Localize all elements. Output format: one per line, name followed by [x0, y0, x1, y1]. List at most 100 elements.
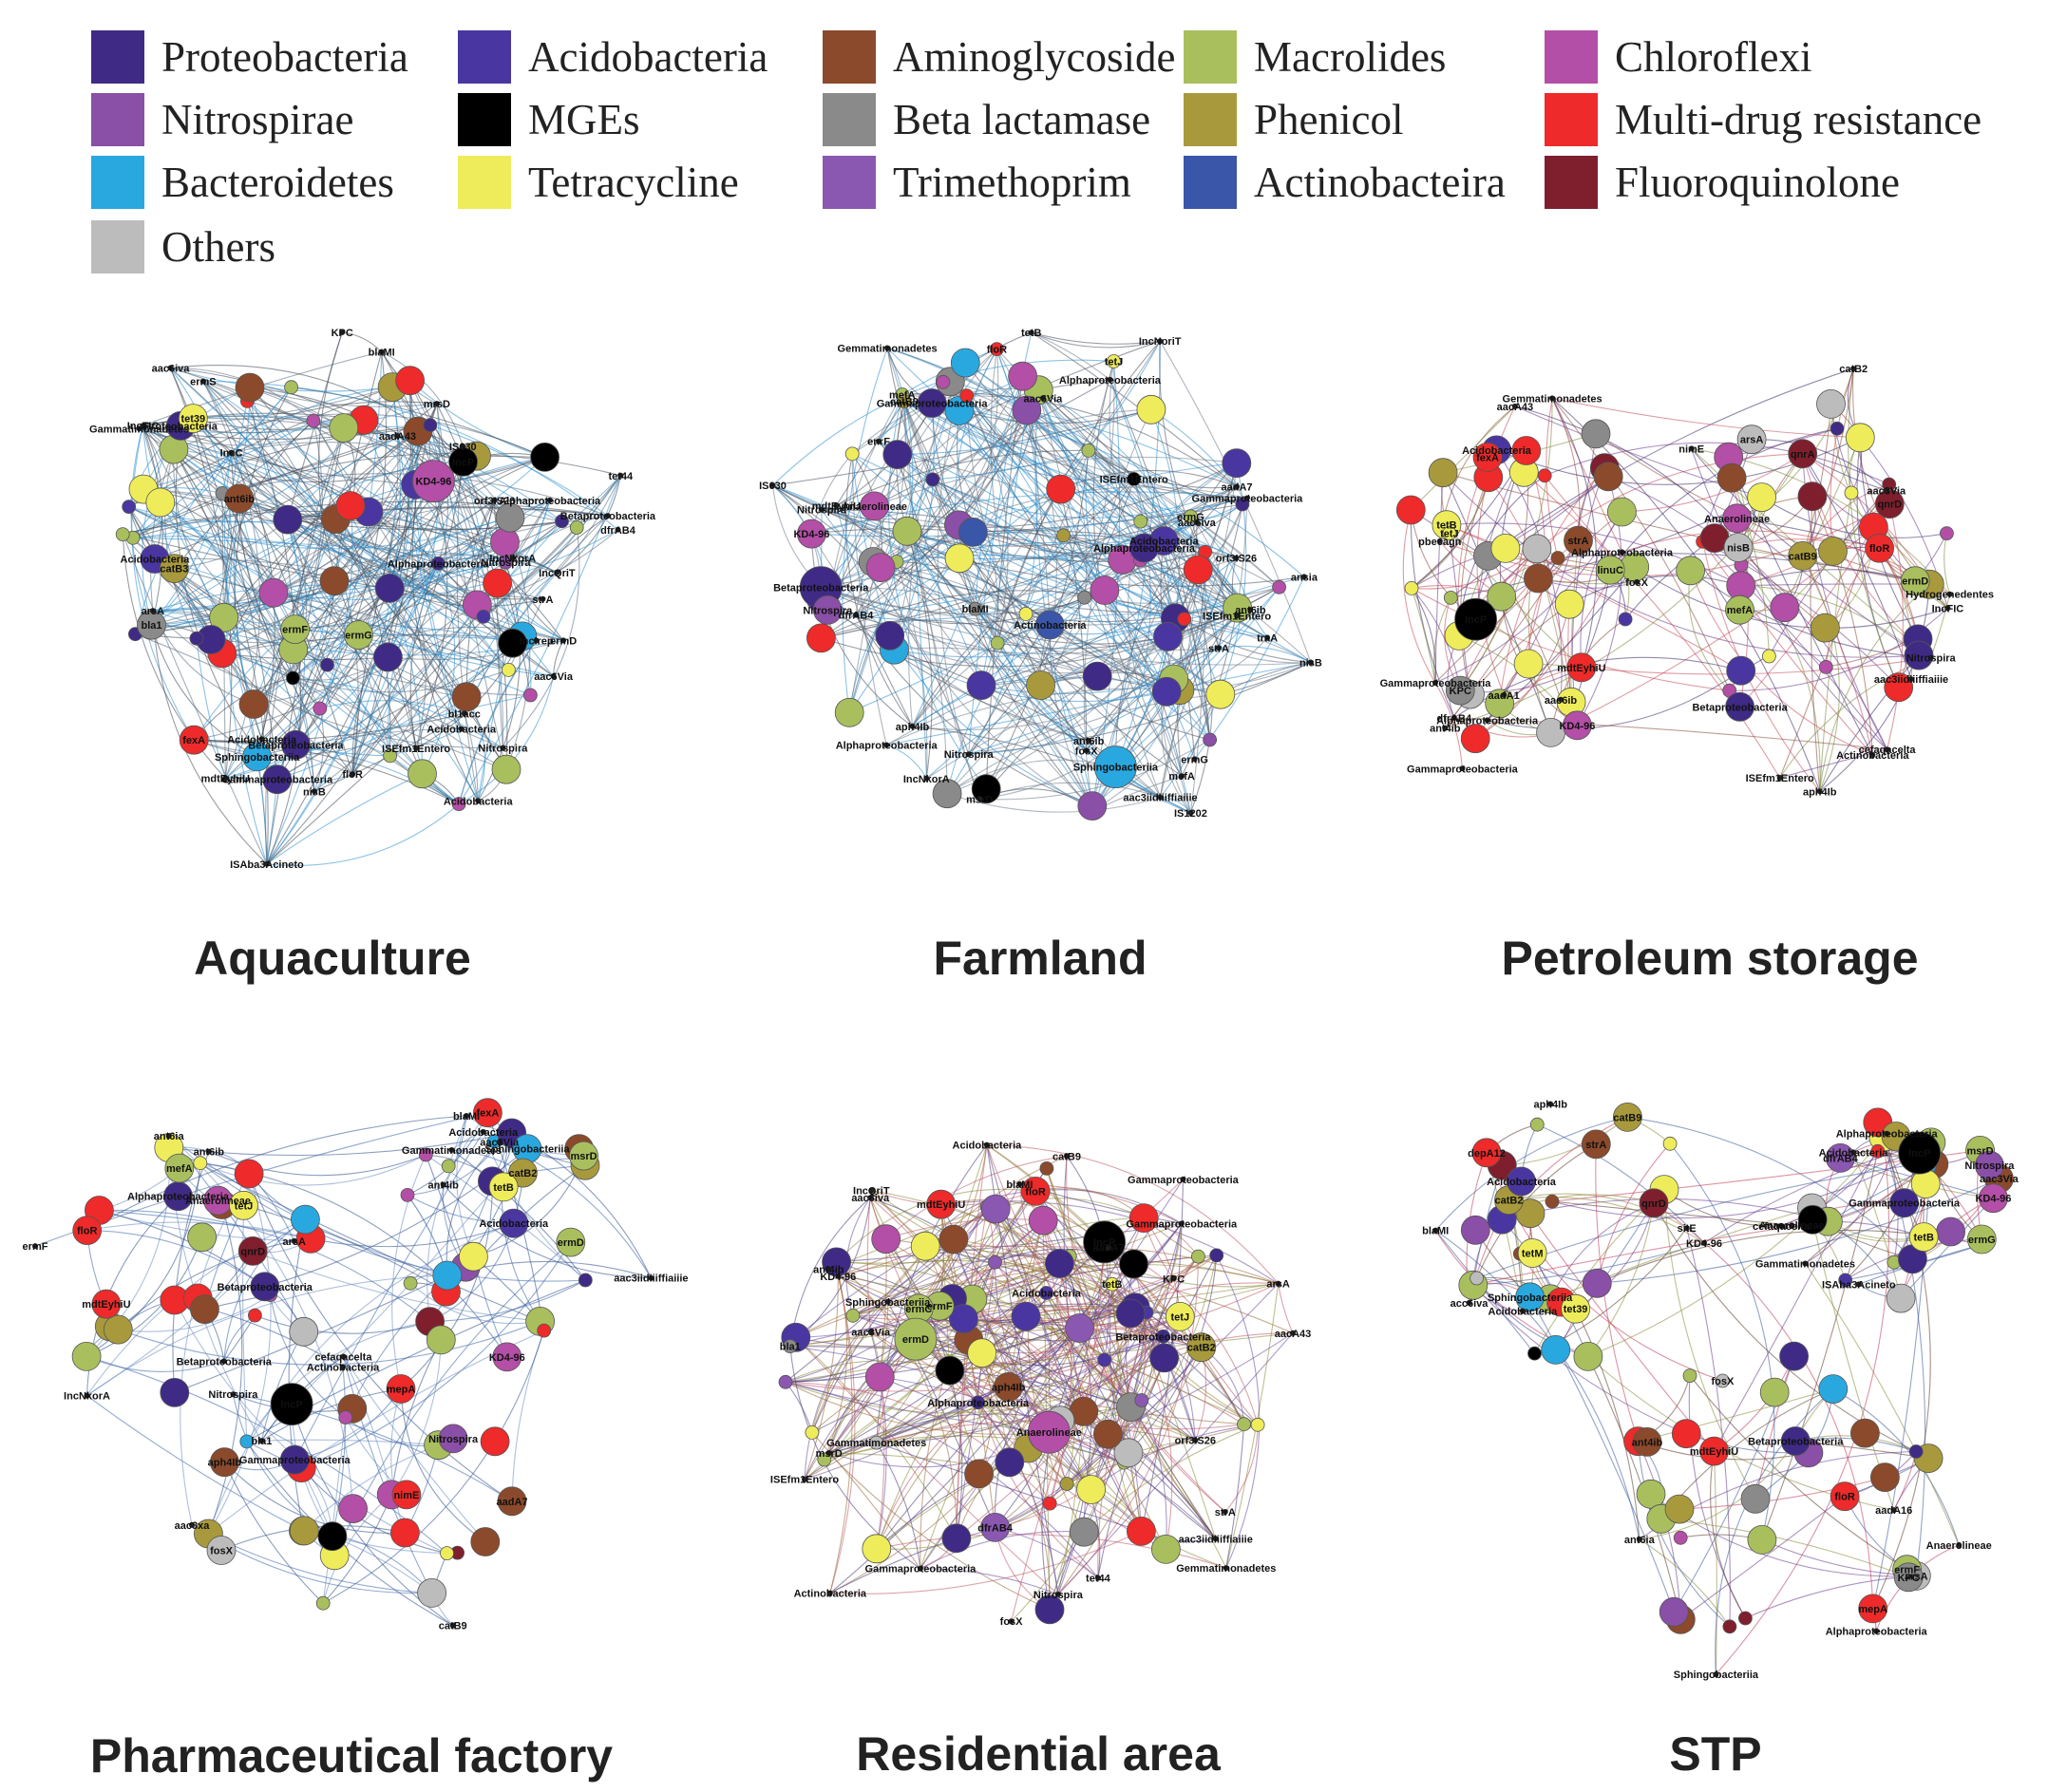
node-label: ansia — [1291, 572, 1318, 583]
network-edge — [130, 425, 153, 626]
network-edge — [1474, 604, 1570, 740]
network-node-small — [220, 1358, 227, 1365]
legend-label: MGEs — [528, 96, 640, 143]
network-node — [980, 1513, 1010, 1542]
network-edge — [1026, 409, 1238, 487]
node-label: orf3IS26 — [1175, 1436, 1216, 1447]
network-edge — [443, 1184, 652, 1279]
legend-label: Trimethoprim — [893, 159, 1131, 206]
network-node-filler — [1151, 676, 1182, 707]
network-node-filler — [1593, 462, 1623, 492]
network-node — [1442, 526, 1457, 540]
network-edge — [1715, 1388, 1834, 1675]
network-node-small — [84, 1392, 90, 1399]
network-node-small — [1883, 487, 1889, 494]
network-edge — [150, 448, 175, 612]
network-node-filler — [1908, 1444, 1924, 1459]
network-node-filler — [319, 566, 350, 596]
network-node-filler — [480, 1426, 510, 1457]
network-edge — [1037, 389, 1238, 616]
network-node-small — [460, 443, 466, 449]
network-node-small — [448, 1147, 455, 1153]
network-edge — [870, 1247, 1109, 1332]
node-label: Betaproteobacteria — [1692, 702, 1788, 713]
network-edge — [1740, 585, 1920, 656]
network-edge — [451, 1131, 484, 1151]
network-edge — [852, 1261, 996, 1316]
network-node-small — [1869, 752, 1876, 758]
network-edge — [1752, 439, 1887, 491]
node-label: floR — [342, 769, 362, 781]
legend-swatch — [823, 156, 876, 209]
network-edge — [477, 529, 618, 606]
network-node-small — [802, 1476, 807, 1482]
network-edge — [1487, 433, 1597, 721]
network-node-small — [977, 796, 983, 802]
node-label: Anaerolineae — [1016, 1427, 1082, 1439]
node-label: Alphaproteobacteria — [1571, 547, 1674, 558]
network-edge — [1031, 331, 1161, 345]
node-label: tetB — [1021, 328, 1041, 339]
network-node — [430, 556, 446, 571]
node-label: aac6Via — [534, 671, 574, 683]
node-label: Gammatimonadetes — [402, 1145, 502, 1157]
network-node-filler — [1522, 534, 1552, 564]
node-label: Anaerolineae — [185, 1196, 251, 1207]
network-node-filler — [1237, 1417, 1251, 1432]
network-edge — [86, 1221, 312, 1239]
network-node-small — [617, 472, 624, 479]
node-label: aac3Via — [480, 1138, 520, 1149]
network-node — [178, 404, 208, 434]
node-label: fexA — [1476, 452, 1499, 463]
network-node — [1978, 1183, 2008, 1214]
network-edge — [924, 1245, 1051, 1504]
legend-label: Acidobacteria — [528, 33, 768, 81]
network-node — [1156, 1329, 1170, 1344]
network-node-small — [1191, 756, 1198, 763]
node-label: Alphaproteobacteria — [1093, 543, 1196, 555]
network-node-filler — [958, 518, 988, 547]
network-edge — [836, 505, 1116, 768]
panel-title: Petroleum storage — [1501, 932, 1919, 985]
network-node-filler — [1034, 1594, 1065, 1625]
network-node — [270, 1383, 313, 1425]
node-label: catB9 — [1613, 1112, 1641, 1123]
network-edge — [821, 590, 1185, 639]
network-node-filler — [115, 527, 130, 541]
network-node-filler — [1527, 1346, 1542, 1361]
network-edge — [995, 1411, 1085, 1528]
network-node-filler — [1582, 1268, 1612, 1298]
network-edge — [223, 1218, 306, 1362]
network-node — [250, 1272, 280, 1302]
node-label: Betaproteobacteria — [177, 1356, 273, 1368]
network-edge — [400, 1388, 486, 1542]
network-node-small — [458, 726, 465, 732]
network-node — [1722, 503, 1752, 534]
network-node — [1581, 1129, 1611, 1160]
network-node-small — [1466, 1300, 1472, 1306]
network-edge — [342, 1356, 433, 1594]
network-node-filler — [1550, 551, 1565, 565]
network-node-filler — [1659, 1596, 1689, 1627]
network-node-small — [867, 1195, 874, 1201]
legend-item: Fluoroquinolone — [1545, 156, 1900, 209]
node-label: ant6ib — [1235, 605, 1266, 616]
node-label: orf3IS26 — [474, 496, 515, 507]
node-label: mefA — [1727, 605, 1754, 616]
node-label: aacA43 — [1275, 1329, 1312, 1340]
network-node-filler — [1726, 655, 1756, 686]
network-edge — [132, 387, 293, 538]
network-edge — [99, 1209, 312, 1239]
network-node — [1507, 1166, 1536, 1197]
node-label: tetJ — [1171, 1311, 1190, 1323]
legend-swatch — [91, 93, 144, 146]
node-label: Gammaproteobacteria — [1407, 764, 1519, 775]
network-edge — [1115, 586, 1280, 768]
node-label: ant6ia — [154, 1131, 185, 1142]
network-node — [91, 1289, 122, 1319]
network-edge — [949, 1315, 1181, 1371]
network-node-small — [1028, 330, 1034, 336]
network-edge — [553, 640, 564, 677]
network-edge — [1031, 331, 1110, 381]
network-node — [1517, 1238, 1547, 1268]
